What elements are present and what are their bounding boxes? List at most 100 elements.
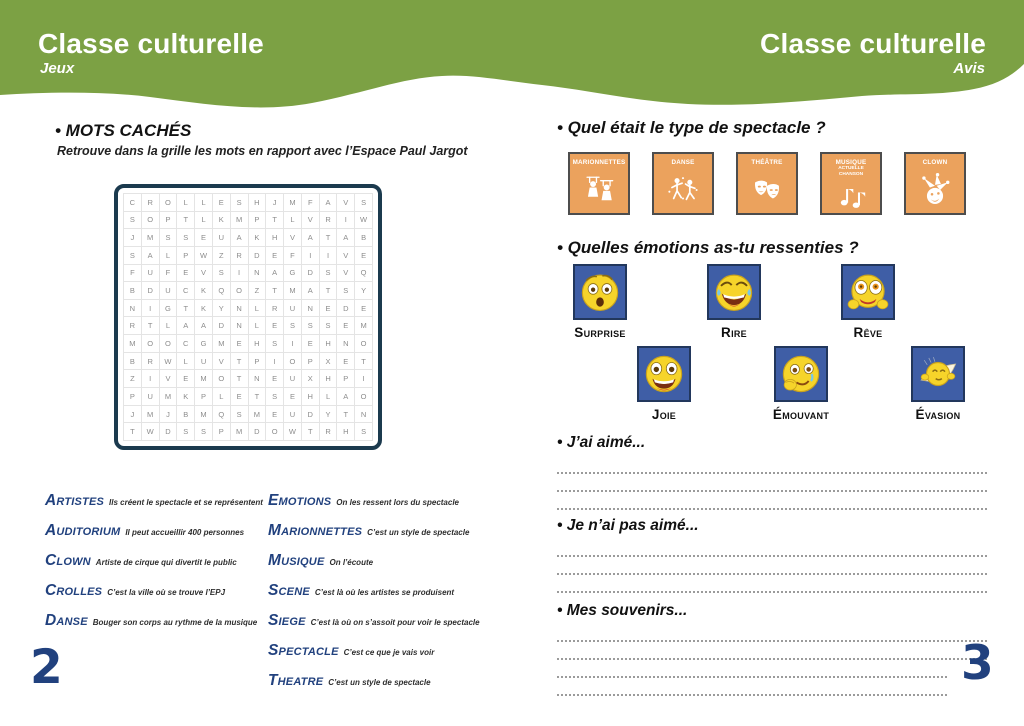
grid-letter-cell: Y bbox=[212, 299, 230, 317]
grid-letter-cell: K bbox=[195, 299, 212, 317]
grid-letter-cell: E bbox=[266, 246, 284, 264]
vocabulary-definition: Ils créent le spectacle et se représente… bbox=[109, 498, 263, 507]
emotion-label: Rêve bbox=[853, 325, 883, 340]
grid-letter-cell: H bbox=[266, 229, 284, 246]
grid-letter-cell: E bbox=[284, 388, 301, 405]
grid-letter-cell: V bbox=[337, 264, 355, 282]
emotion-item-laugh: Rire bbox=[707, 264, 761, 340]
grid-letter-cell: L bbox=[319, 388, 337, 405]
surprise-emoji-icon bbox=[573, 264, 627, 320]
grid-letter-cell: M bbox=[212, 335, 230, 352]
spectacle-type-tile-theatre-masks: THÉÂTRE bbox=[736, 152, 798, 215]
grid-letter-cell: U bbox=[284, 299, 301, 317]
grid-letter-cell: S bbox=[177, 423, 195, 440]
grid-letter-cell: O bbox=[230, 282, 248, 299]
vocabulary-word: Crolles bbox=[45, 582, 103, 599]
vocabulary-entry: Siege C’est là où on s’assoit pour voir l… bbox=[268, 612, 500, 642]
page-title: Classe culturelle bbox=[760, 28, 986, 59]
grid-letter-cell: K bbox=[177, 388, 195, 405]
grid-letter-cell: U bbox=[212, 229, 230, 246]
grid-letter-cell: E bbox=[355, 299, 372, 317]
writing-lines bbox=[557, 539, 987, 593]
grid-letter-cell: E bbox=[177, 370, 195, 388]
grid-letter-cell: S bbox=[319, 264, 337, 282]
grid-letter-cell: L bbox=[195, 194, 212, 211]
emotions-row-1: Surprise Rire Rêve bbox=[573, 264, 895, 340]
grid-letter-cell: Q bbox=[212, 405, 230, 423]
vocabulary-definition: C’est là où les artistes se produisent bbox=[314, 588, 455, 597]
emotion-item-dream: Rêve bbox=[841, 264, 895, 340]
grid-letter-cell: F bbox=[124, 264, 141, 282]
grid-letter-cell: E bbox=[355, 246, 372, 264]
grid-letter-cell: J bbox=[159, 405, 177, 423]
grid-letter-cell: E bbox=[266, 317, 284, 335]
grid-letter-cell: E bbox=[301, 335, 319, 352]
grid-letter-cell: S bbox=[124, 211, 141, 229]
grid-letter-cell: M bbox=[159, 388, 177, 405]
grid-letter-cell: Q bbox=[212, 282, 230, 299]
grid-letter-cell: S bbox=[124, 246, 141, 264]
grid-letter-cell: R bbox=[124, 317, 141, 335]
spectacle-type-label: MARIONNETTES bbox=[572, 159, 626, 166]
grid-letter-cell: A bbox=[266, 264, 284, 282]
word-search-title: • MOTS CACHÉS bbox=[55, 121, 192, 140]
grid-letter-cell: F bbox=[159, 264, 177, 282]
grid-letter-cell: T bbox=[266, 211, 284, 229]
spectacle-type-tile-marionnettes: MARIONNETTES bbox=[568, 152, 630, 215]
grid-letter-cell: O bbox=[159, 335, 177, 352]
grid-letter-cell: E bbox=[230, 388, 248, 405]
grid-letter-cell: D bbox=[159, 423, 177, 440]
grid-letter-cell: A bbox=[301, 229, 319, 246]
grid-letter-cell: S bbox=[212, 264, 230, 282]
grid-letter-cell: E bbox=[230, 335, 248, 352]
writing-line bbox=[557, 456, 987, 474]
section-title: • Mes souvenirs... bbox=[557, 602, 688, 619]
grid-letter-cell: Z bbox=[248, 282, 266, 299]
grid-letter-cell: I bbox=[141, 370, 159, 388]
vocabulary-definition: C’est là où on s’assoit pour voir le spe… bbox=[310, 618, 480, 627]
spectacle-type-options: MARIONNETTES DANSE THÉÂTRE MUSIQUE ACTUELLE C… bbox=[568, 152, 966, 215]
music-notes-icon bbox=[832, 178, 870, 213]
vocabulary-word: Theatre bbox=[268, 672, 324, 689]
grid-letter-cell: W bbox=[159, 352, 177, 370]
grid-letter-cell: E bbox=[337, 317, 355, 335]
page-number-right: 3 bbox=[961, 636, 994, 691]
vocabulary-word: Musique bbox=[268, 552, 325, 569]
grid-letter-cell: T bbox=[124, 423, 141, 440]
grid-letter-cell: S bbox=[266, 388, 284, 405]
grid-letter-cell: L bbox=[195, 211, 212, 229]
grid-letter-cell: T bbox=[337, 405, 355, 423]
grid-letter-cell: M bbox=[230, 211, 248, 229]
grid-letter-cell: W bbox=[284, 423, 301, 440]
grid-letter-cell: Y bbox=[355, 282, 372, 299]
question-spectacle-type: • Quel était le type de spectacle ? bbox=[557, 118, 826, 137]
vocabulary-entry: Crolles C’est la ville où se trouve l’EPJ bbox=[45, 582, 267, 612]
grid-letter-cell: X bbox=[301, 370, 319, 388]
grid-letter-cell: A bbox=[337, 229, 355, 246]
moved-emoji-icon bbox=[774, 346, 828, 402]
grid-letter-cell: V bbox=[195, 264, 212, 282]
grid-letter-cell: N bbox=[355, 405, 372, 423]
grid-letter-cell: E bbox=[337, 352, 355, 370]
emotion-label: Évasion bbox=[915, 407, 961, 422]
writing-lines bbox=[557, 624, 987, 696]
grid-letter-cell: S bbox=[266, 335, 284, 352]
section-title: • Je n’ai pas aimé... bbox=[557, 517, 699, 534]
grid-letter-cell: O bbox=[266, 423, 284, 440]
grid-letter-cell: E bbox=[177, 264, 195, 282]
vocabulary-entry: Auditorium Il peut accueillir 400 personn… bbox=[45, 522, 267, 552]
emotion-label: Rire bbox=[721, 325, 747, 340]
page-subtitle: Avis bbox=[953, 60, 985, 77]
grid-letter-cell: A bbox=[337, 388, 355, 405]
grid-letter-cell: S bbox=[159, 229, 177, 246]
writing-line bbox=[557, 678, 947, 696]
grid-letter-cell: M bbox=[248, 405, 266, 423]
grid-letter-cell: H bbox=[319, 335, 337, 352]
spectacle-type-tile-dance: DANSE bbox=[652, 152, 714, 215]
vocabulary-word: Spectacle bbox=[268, 642, 339, 659]
vocabulary-definition: On les ressent lors du spectacle bbox=[336, 498, 459, 507]
grid-letter-cell: E bbox=[319, 299, 337, 317]
grid-letter-cell: S bbox=[177, 229, 195, 246]
grid-letter-cell: R bbox=[266, 299, 284, 317]
joy-emoji-icon bbox=[637, 346, 691, 402]
